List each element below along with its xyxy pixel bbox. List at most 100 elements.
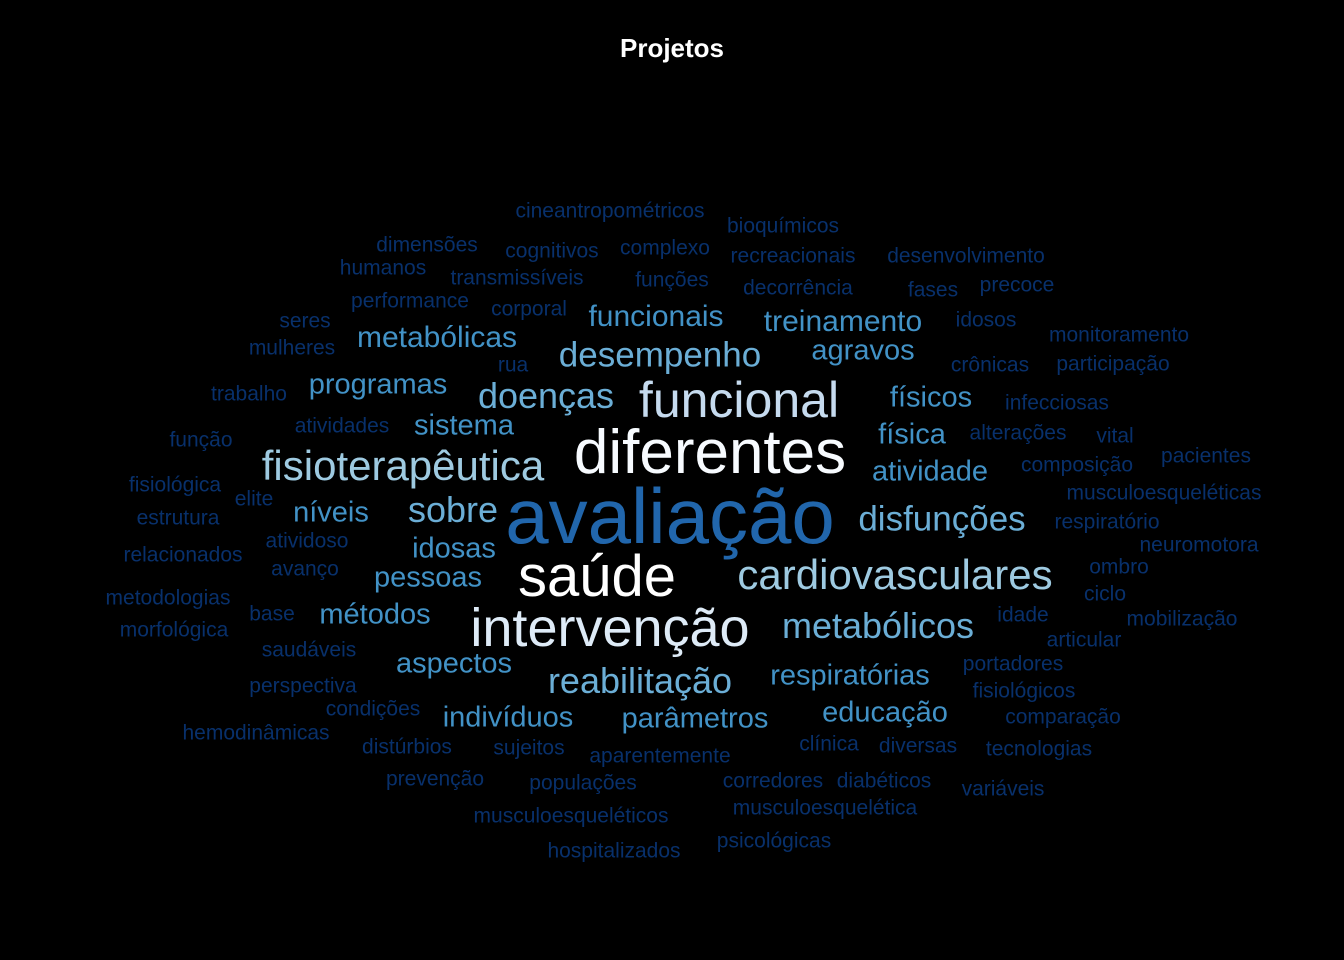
- word-treinamento: treinamento: [763, 305, 923, 338]
- word-alteracoes: alterações: [969, 421, 1067, 445]
- word-reabilitacao: reabilitação: [547, 660, 733, 701]
- word-respiratorio: respiratório: [1054, 510, 1160, 534]
- word-aparentemente: aparentemente: [589, 744, 731, 768]
- word-mobilizacao: mobilização: [1126, 607, 1238, 631]
- word-corredores: corredores: [722, 769, 824, 793]
- word-funcional: funcional: [638, 372, 840, 428]
- word-intervencao: intervenção: [470, 598, 750, 658]
- word-saudaveis: saudáveis: [261, 638, 357, 662]
- word-idade: idade: [997, 603, 1049, 627]
- word-atividades: atividades: [294, 414, 390, 438]
- word-humanos: humanos: [339, 256, 427, 280]
- word-condicoes: condições: [325, 697, 421, 721]
- word-vital: vital: [1096, 424, 1134, 448]
- word-decorrencia: decorrência: [743, 276, 853, 300]
- word-saude: saúde: [517, 544, 677, 609]
- word-composicao: composição: [1020, 453, 1134, 477]
- word-psicologicas: psicológicas: [716, 829, 832, 853]
- word-populacoes: populações: [529, 771, 637, 795]
- word-pessoas: pessoas: [373, 561, 483, 594]
- word-cardiovasculares: cardiovasculares: [737, 551, 1053, 598]
- word-idosas: idosas: [412, 532, 496, 565]
- word-dimensoes: dimensões: [376, 233, 478, 257]
- word-monitoramento: monitoramento: [1048, 323, 1190, 347]
- word-precoce: precoce: [979, 273, 1055, 297]
- word-atividoso: atividoso: [265, 529, 349, 553]
- word-cineantropometricos: cineantropométricos: [515, 199, 705, 223]
- word-articular: articular: [1046, 628, 1122, 652]
- word-performance: performance: [351, 289, 469, 313]
- chart-title: Projetos: [619, 33, 725, 63]
- word-corporal: corporal: [491, 297, 567, 321]
- word-clinica: clínica: [799, 732, 859, 756]
- word-respiratorias: respiratórias: [770, 659, 930, 692]
- word-pacientes: pacientes: [1161, 444, 1251, 468]
- word-hospitalizados: hospitalizados: [547, 839, 681, 863]
- word-neuromotora: neuromotora: [1139, 533, 1259, 557]
- word-hemodinamicas: hemodinâmicas: [182, 721, 330, 745]
- word-morfologica: morfológica: [119, 618, 229, 642]
- word-musculoesqueleticas: musculoesqueléticas: [1066, 481, 1262, 505]
- word-mulheres: mulheres: [248, 336, 336, 360]
- word-fases: fases: [907, 278, 959, 302]
- word-base: base: [249, 602, 295, 626]
- word-disturbios: distúrbios: [362, 735, 452, 759]
- word-tecnologias: tecnologias: [985, 737, 1093, 761]
- word-niveis: níveis: [293, 496, 369, 529]
- word-fisicos: físicos: [889, 381, 973, 414]
- word-cognitivos: cognitivos: [505, 239, 599, 263]
- word-metodologias: metodologias: [105, 586, 231, 610]
- word-perspectiva: perspectiva: [249, 674, 357, 698]
- word-sistema: sistema: [414, 409, 514, 442]
- word-desenvolvimento: desenvolvimento: [887, 244, 1045, 268]
- word-comparacao: comparação: [1005, 705, 1121, 729]
- word-rua: rua: [497, 353, 529, 377]
- word-funcoes: funções: [635, 268, 709, 292]
- word-prevencao: prevenção: [385, 767, 485, 791]
- word-atividade: atividade: [871, 455, 989, 488]
- word-infecciosas: infecciosas: [1005, 391, 1109, 415]
- word-seres: seres: [279, 309, 331, 333]
- word-educacao: educação: [822, 696, 948, 729]
- word-funcionais: funcionais: [588, 300, 724, 333]
- word-diabeticos: diabéticos: [836, 769, 932, 793]
- word-doencas: doenças: [477, 375, 615, 416]
- word-recreacionais: recreacionais: [730, 244, 856, 268]
- word-elite: elite: [234, 487, 274, 511]
- word-funcao: função: [169, 428, 233, 452]
- word-variaveis: variáveis: [961, 777, 1045, 801]
- word-fisiologica: fisiológica: [128, 473, 222, 497]
- word-diferentes: diferentes: [573, 418, 847, 487]
- word-sobre: sobre: [407, 489, 499, 530]
- word-musculoesqueletica: musculoesquelética: [732, 796, 918, 820]
- word-portadores: portadores: [962, 652, 1064, 676]
- word-programas: programas: [308, 368, 448, 401]
- word-metabolicos: metabólicos: [781, 605, 975, 646]
- word-idosos: idosos: [955, 308, 1017, 332]
- word-fisioterapeutica: fisioterapêutica: [261, 442, 545, 489]
- word-musculoesqueleticos: musculoesqueléticos: [473, 804, 669, 828]
- word-fisiologicos: fisiológicos: [972, 679, 1076, 703]
- word-transmissiveis: transmissíveis: [450, 266, 584, 290]
- word-estrutura: estrutura: [136, 506, 220, 530]
- word-metabolicas: metabólicas: [356, 321, 518, 354]
- word-desempenho: desempenho: [558, 335, 762, 375]
- word-disfuncoes: disfunções: [858, 499, 1026, 539]
- word-participacao: participação: [1056, 352, 1170, 376]
- word-aspectos: aspectos: [395, 647, 513, 680]
- word-agravos: agravos: [811, 334, 915, 367]
- word-ciclo: ciclo: [1083, 582, 1127, 606]
- word-avanco: avanço: [271, 557, 339, 581]
- word-complexo: complexo: [620, 236, 710, 260]
- word-individuos: indivíduos: [442, 701, 574, 734]
- word-avaliacao: avaliação: [505, 472, 835, 560]
- word-parametros: parâmetros: [621, 702, 769, 735]
- word-trabalho: trabalho: [211, 382, 287, 406]
- word-sujeitos: sujeitos: [493, 736, 565, 760]
- word-diversas: diversas: [878, 734, 958, 758]
- word-bioquimicos: bioquímicos: [726, 214, 840, 238]
- word-metodos: métodos: [319, 598, 431, 631]
- word-relacionados: relacionados: [123, 543, 243, 567]
